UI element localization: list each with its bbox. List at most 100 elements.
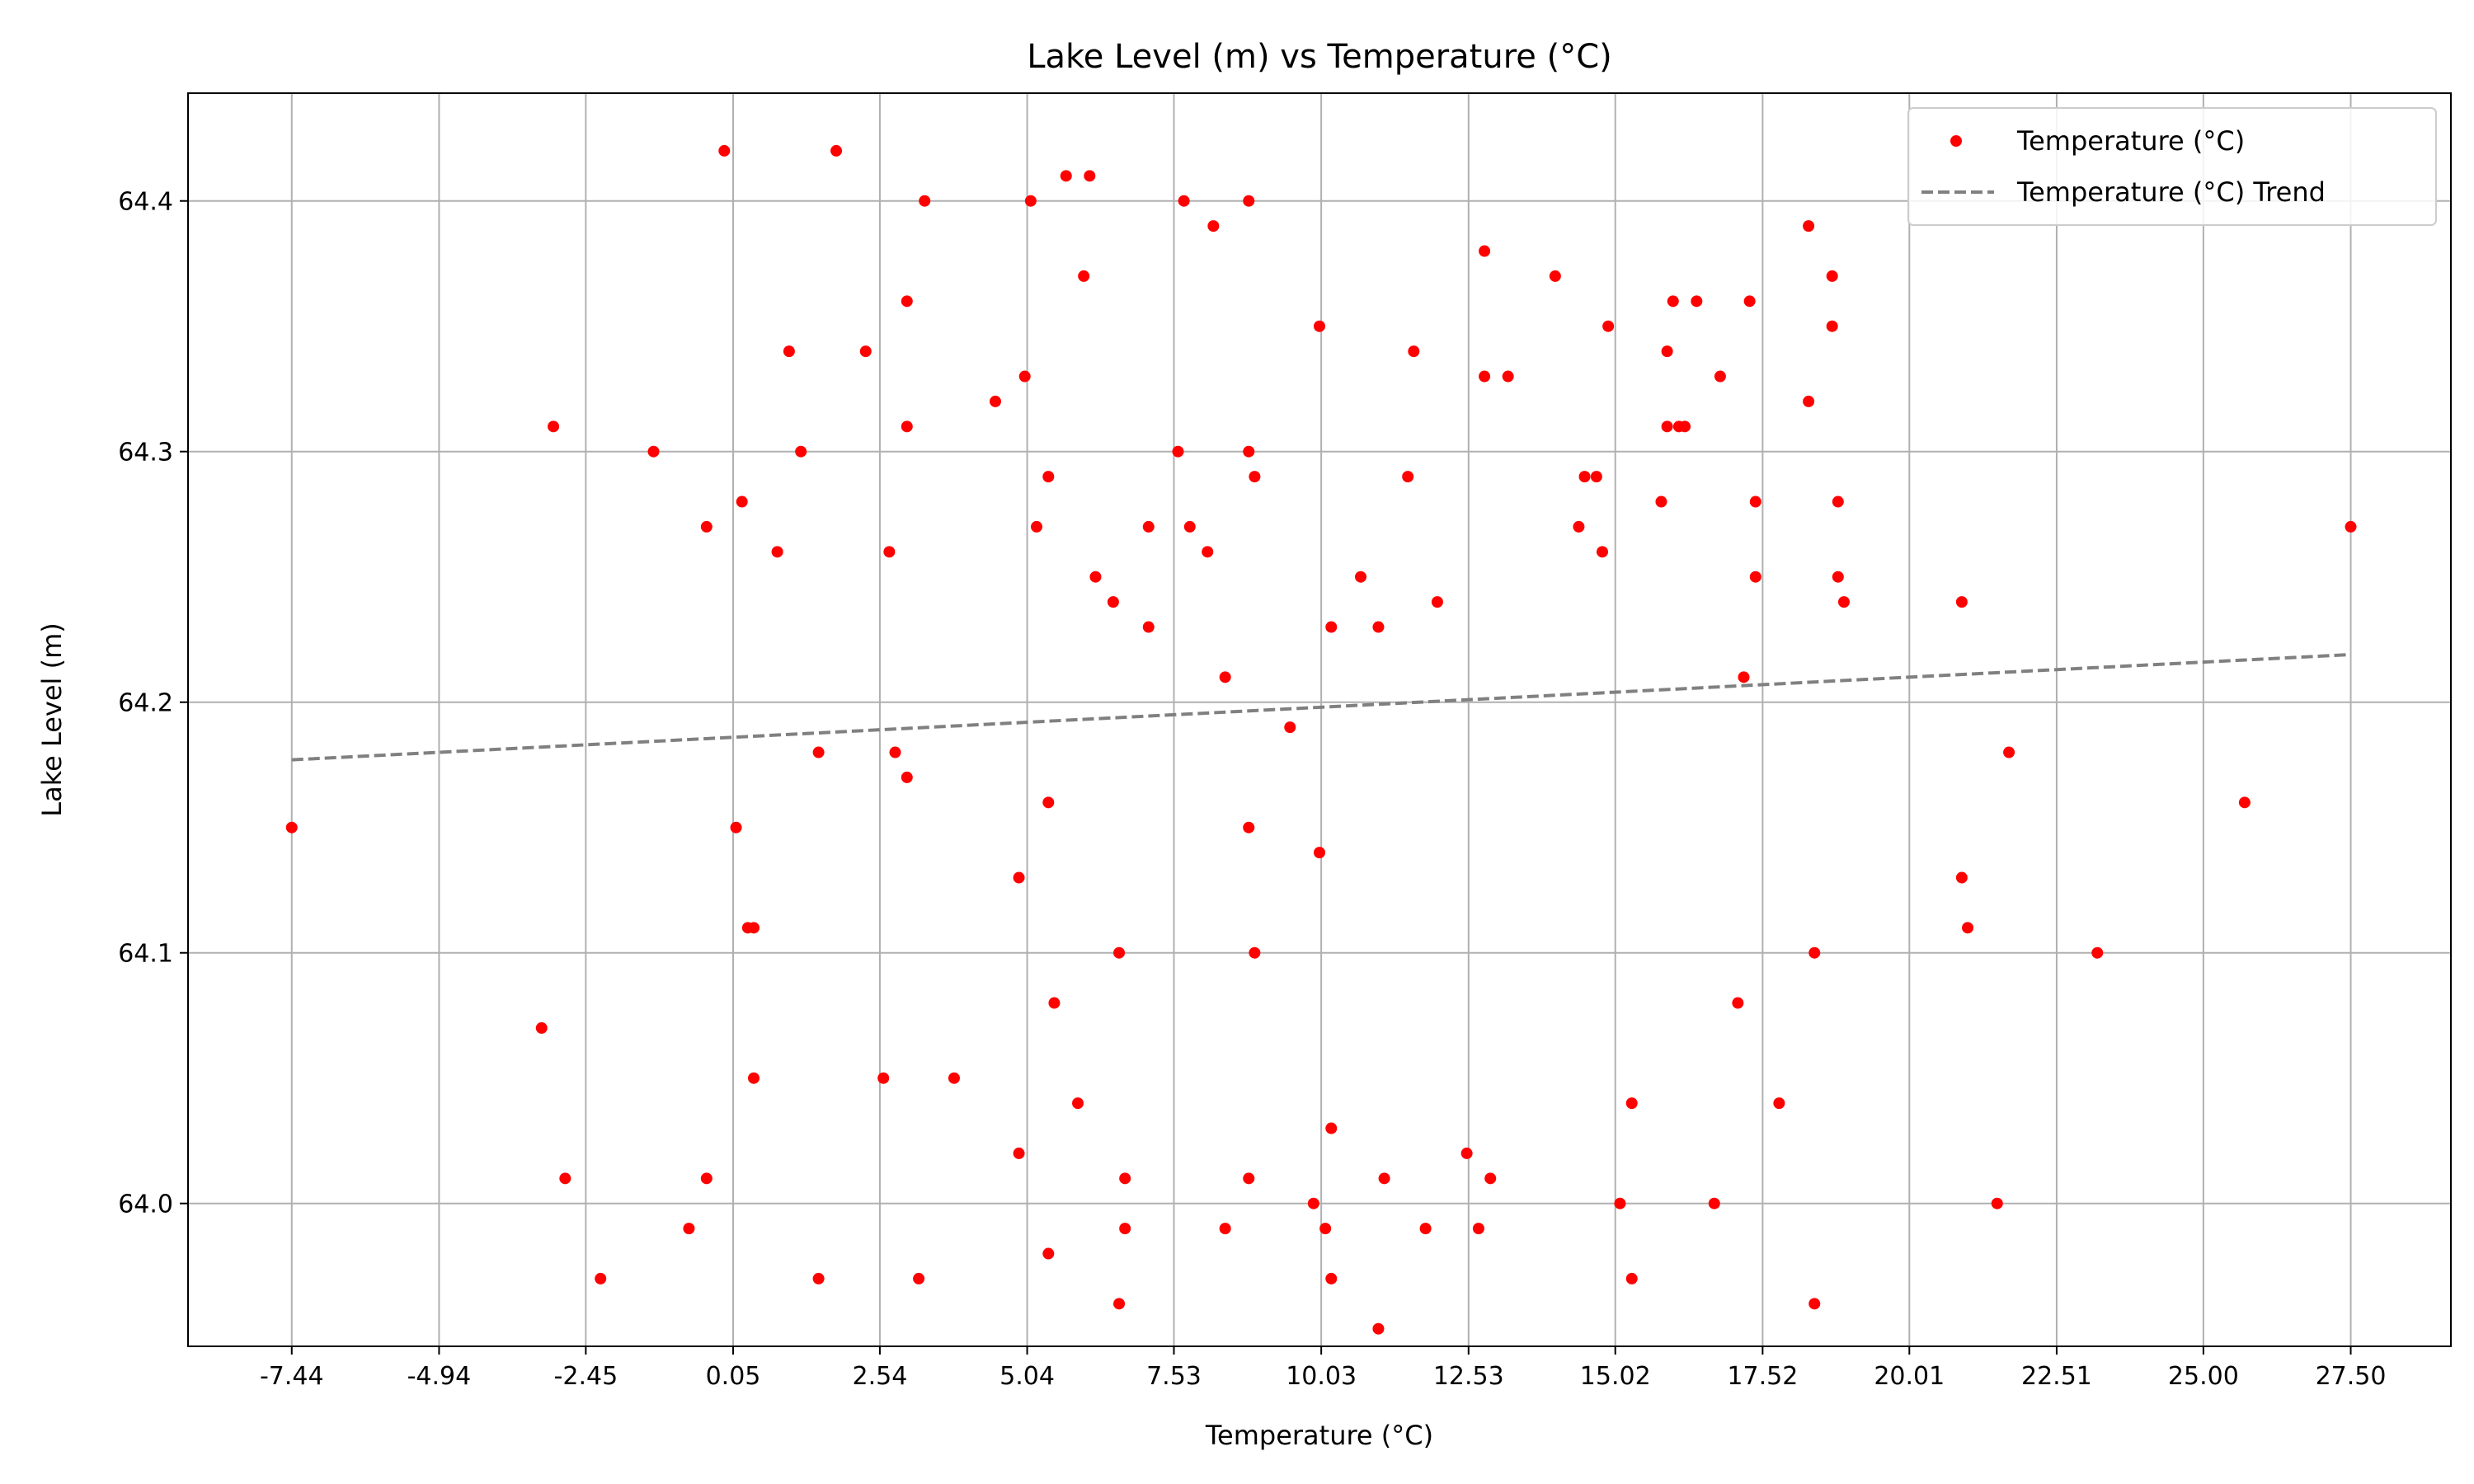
x-tick-label: 12.53 [1433, 1362, 1504, 1391]
plot-frame [187, 92, 2452, 1347]
data-point [1207, 220, 1220, 232]
x-tick-label: 20.01 [1874, 1362, 1945, 1391]
data-point [1614, 1197, 1626, 1209]
data-point [1472, 1223, 1484, 1235]
data-point [1708, 1197, 1720, 1209]
legend-scatter-marker [1950, 135, 1962, 147]
trend-line-group [291, 652, 2351, 762]
y-tick-label: 64.0 [118, 1190, 173, 1219]
y-axis-label: Lake Level (m) [36, 622, 68, 816]
data-point [1578, 471, 1591, 483]
data-point [1661, 345, 1673, 358]
x-tick-label: 17.52 [1727, 1362, 1798, 1391]
data-point [285, 821, 298, 834]
y-tick-label: 64.3 [118, 439, 173, 467]
data-point [1031, 520, 1042, 533]
data-point [1773, 1097, 1785, 1110]
data-point [1372, 1322, 1385, 1335]
y-tick-label: 64.4 [118, 188, 173, 217]
data-point [1625, 1272, 1638, 1284]
legend-label-scatter: Temperature (°C) [2016, 125, 2245, 157]
data-point [901, 295, 913, 308]
data-point [1178, 195, 1190, 207]
data-point [1378, 1172, 1390, 1185]
data-point [1078, 270, 1090, 282]
data-point [859, 345, 872, 358]
data-point [1355, 571, 1367, 583]
data-point [2238, 796, 2251, 809]
data-point [1243, 1172, 1255, 1185]
data-point [1284, 721, 1296, 734]
data-point [718, 144, 731, 157]
data-point [1479, 245, 1491, 257]
data-point [1119, 1172, 1131, 1185]
data-point [683, 1223, 695, 1235]
data-point [1314, 847, 1325, 859]
data-point [771, 546, 783, 558]
data-point [595, 1272, 607, 1284]
data-point [1808, 1298, 1821, 1310]
x-tick-label: 10.03 [1286, 1362, 1357, 1391]
data-point [948, 1072, 960, 1084]
legend-box [1907, 107, 2437, 226]
x-tick-label: -2.45 [554, 1362, 618, 1391]
data-point [919, 195, 931, 207]
data-point [1691, 295, 1703, 308]
data-point [647, 445, 660, 458]
x-axis-label: Temperature (°C) [1205, 1420, 1433, 1451]
x-axis-ticks: -7.44 -4.94 -2.45 0.05 2.54 5.04 7.53 10.03 12.5… [260, 1346, 2386, 1391]
data-point [700, 1172, 713, 1185]
data-point [1597, 546, 1608, 558]
chart-title: Lake Level (m) vs Temperature (°C) [1027, 38, 1612, 76]
data-point [1714, 370, 1726, 383]
data-point [1402, 471, 1414, 483]
data-point [830, 144, 843, 157]
data-point [1484, 1172, 1497, 1185]
data-point [1307, 1197, 1319, 1209]
data-point [1249, 946, 1261, 959]
data-point [1679, 420, 1691, 433]
data-point [1431, 596, 1443, 608]
data-point [1172, 445, 1184, 458]
data-point [1419, 1223, 1432, 1235]
data-point [889, 746, 901, 758]
data-point [1590, 471, 1602, 483]
data-point [1667, 295, 1679, 308]
data-point [1602, 320, 1615, 332]
data-point [1325, 621, 1338, 633]
data-point [1743, 295, 1756, 308]
x-tick-label: -7.44 [260, 1362, 324, 1391]
data-point [1732, 997, 1744, 1009]
data-point [2003, 746, 2015, 758]
data-point [1808, 946, 1821, 959]
data-point [1625, 1097, 1638, 1110]
x-tick-label: 7.53 [1146, 1362, 1202, 1391]
x-tick-label: 5.04 [999, 1362, 1055, 1391]
legend: Temperature (°C) Temperature (°C) Trend [1907, 107, 2437, 226]
data-point [1955, 596, 1968, 608]
data-point [1072, 1097, 1084, 1110]
data-point [1107, 596, 1119, 608]
data-point [812, 746, 825, 758]
data-point [2345, 520, 2357, 533]
data-point [1013, 1147, 1025, 1159]
data-point [1084, 170, 1096, 182]
data-point [1243, 445, 1255, 458]
x-tick-label: 25.00 [2168, 1362, 2239, 1391]
data-point [1826, 320, 1838, 332]
y-tick-label: 64.1 [118, 940, 173, 969]
data-point [783, 345, 795, 358]
scatter-points [285, 144, 2357, 1335]
data-point [1042, 1247, 1055, 1260]
data-point [748, 1072, 760, 1084]
data-point [1319, 1223, 1332, 1235]
data-point [1142, 621, 1155, 633]
x-tick-label: 22.51 [2021, 1362, 2092, 1391]
data-point [1826, 270, 1838, 282]
data-point [1018, 370, 1031, 383]
x-tick-label: -4.94 [407, 1362, 472, 1391]
data-point [1243, 821, 1255, 834]
data-point [989, 395, 1001, 407]
